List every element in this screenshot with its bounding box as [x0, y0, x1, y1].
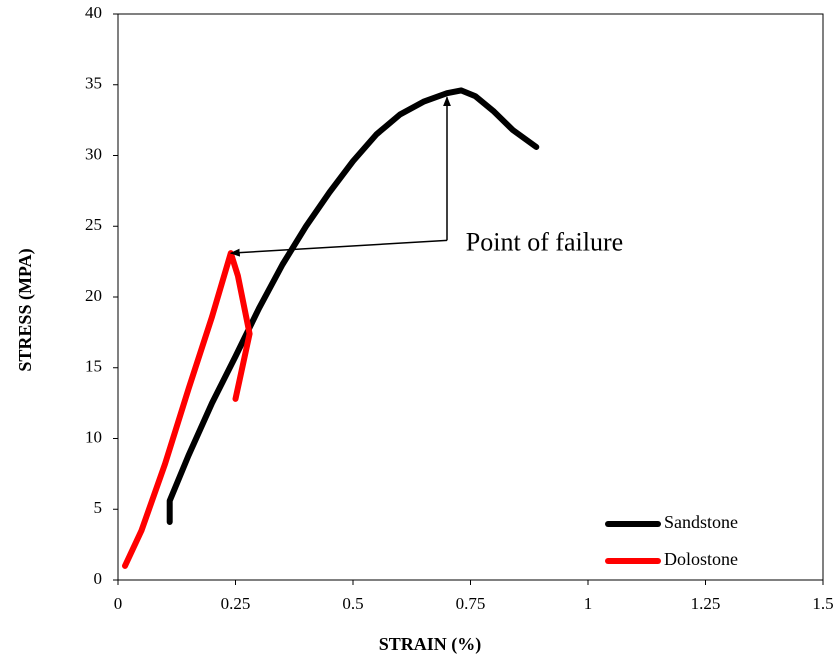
- series-line-dolostone: [122, 250, 253, 569]
- legend-label-sandstone: Sandstone: [664, 512, 738, 532]
- y-tick-label: 20: [85, 286, 102, 305]
- y-axis-label: STRESS (MPA): [15, 248, 36, 371]
- plot-area: 0 0.25 0.5 0.75 1 1.25 1.5 0 5 10 15 20 25 30 35 40 Poin…: [85, 3, 834, 613]
- y-tick-label: 5: [94, 498, 103, 517]
- y-tick-label: 30: [85, 144, 102, 163]
- series-line-sandstone: [166, 87, 540, 525]
- y-tick-label: 15: [85, 357, 102, 376]
- plot-frame: [117, 13, 824, 581]
- y-axis-title: STRESS (MPA): [15, 248, 36, 371]
- y-tick-label: 0: [94, 569, 103, 588]
- y-tick-label: 10: [85, 427, 102, 446]
- y-tick-label: 25: [85, 215, 102, 234]
- legend-label-dolostone: Dolostone: [664, 549, 738, 569]
- x-tick-label: 1.5: [812, 594, 833, 613]
- annotation-arrow: [229, 239, 448, 257]
- x-tick-label: 0.75: [456, 594, 486, 613]
- x-axis-label: STRAIN (%): [379, 634, 482, 655]
- x-tick-label: 0.25: [221, 594, 251, 613]
- x-tick-label: 0.5: [342, 594, 363, 613]
- x-tick-label: 1: [584, 594, 593, 613]
- x-tick-label: 1.25: [691, 594, 721, 613]
- y-tick-label: 35: [85, 74, 102, 93]
- x-tick-label: 0: [114, 594, 123, 613]
- y-tick-label: 40: [85, 3, 102, 22]
- annotation-label: Point of failure: [466, 228, 623, 257]
